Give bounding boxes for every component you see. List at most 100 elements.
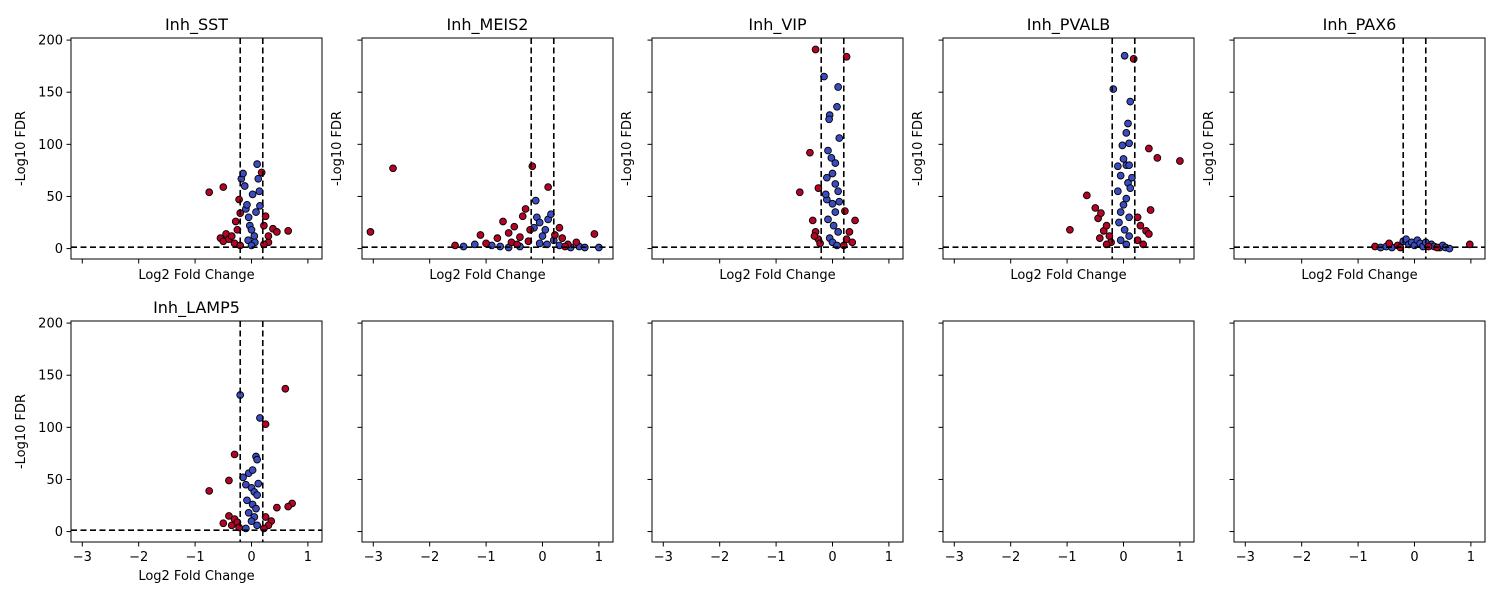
non-significant-point bbox=[243, 496, 251, 505]
non-significant-point bbox=[1119, 200, 1128, 209]
y-tick-label: 100 bbox=[38, 138, 63, 153]
non-significant-point bbox=[256, 201, 264, 210]
subplot-9: −3 −2 −1 0 1 bbox=[938, 320, 1195, 565]
subplot-title: Inh_LAMP5 bbox=[153, 298, 240, 318]
significant-point bbox=[1091, 204, 1100, 212]
points-layer bbox=[1371, 235, 1474, 253]
x-tick-label: −3 bbox=[73, 550, 92, 565]
significant-point bbox=[544, 183, 552, 191]
significant-point bbox=[493, 234, 502, 243]
non-significant-point bbox=[1126, 97, 1135, 106]
significant-point bbox=[841, 207, 849, 215]
significant-point bbox=[1097, 209, 1105, 217]
significant-point bbox=[1066, 225, 1074, 234]
non-significant-point bbox=[247, 225, 256, 234]
significant-point bbox=[284, 502, 293, 511]
non-significant-point bbox=[835, 134, 844, 142]
significant-point bbox=[1465, 240, 1474, 249]
x-tick-label: −3 bbox=[654, 550, 673, 565]
x-tick-label: −1 bbox=[1058, 550, 1077, 565]
significant-point bbox=[261, 420, 270, 429]
non-significant-point bbox=[253, 455, 261, 464]
significant-point bbox=[227, 232, 236, 240]
non-significant-point bbox=[254, 479, 263, 488]
non-significant-point bbox=[831, 159, 840, 167]
significant-point bbox=[510, 222, 519, 231]
y-tick-label: 150 bbox=[38, 369, 63, 384]
non-significant-point bbox=[831, 208, 840, 216]
significant-point bbox=[261, 212, 270, 221]
significant-point bbox=[499, 217, 507, 226]
non-significant-point bbox=[1125, 139, 1133, 148]
x-tick-label: 1 bbox=[304, 550, 312, 565]
points-layer bbox=[366, 162, 603, 252]
x-tick-label: −1 bbox=[1349, 550, 1368, 565]
significant-point bbox=[555, 223, 564, 232]
axes-frame bbox=[942, 320, 1195, 543]
x-tick-label: 1 bbox=[1176, 550, 1184, 565]
significant-point bbox=[264, 232, 273, 240]
y-tick-label: 50 bbox=[46, 190, 63, 205]
significant-point bbox=[521, 205, 530, 213]
non-significant-point bbox=[535, 218, 544, 227]
x-tick-label: 0 bbox=[247, 550, 255, 565]
points-layer bbox=[205, 160, 293, 250]
non-significant-point bbox=[252, 208, 260, 216]
significant-point bbox=[572, 238, 581, 247]
non-significant-point bbox=[1115, 218, 1123, 227]
significant-point bbox=[526, 225, 534, 234]
non-significant-point bbox=[822, 173, 831, 182]
subplot-1: Inh_SST 0 50 100 150 200 Log2 Fold Change -Log1… bbox=[14, 15, 323, 283]
x-tick-label: −2 bbox=[1292, 550, 1311, 565]
significant-point bbox=[219, 519, 228, 528]
non-significant-point bbox=[538, 232, 547, 240]
significant-point bbox=[389, 164, 397, 173]
axes-frame bbox=[651, 37, 904, 260]
significant-point bbox=[476, 231, 485, 239]
subplot-title: Inh_PAX6 bbox=[1323, 15, 1397, 35]
y-tick-label: 200 bbox=[38, 34, 63, 49]
non-significant-point bbox=[1113, 162, 1122, 171]
significant-point bbox=[845, 228, 854, 236]
non-significant-point bbox=[828, 169, 837, 178]
non-significant-point bbox=[531, 196, 540, 205]
significant-point bbox=[504, 229, 513, 237]
x-tick-label: −3 bbox=[364, 550, 383, 565]
non-significant-point bbox=[825, 115, 833, 124]
significant-point bbox=[284, 227, 293, 235]
non-significant-point bbox=[1120, 225, 1129, 234]
significant-point bbox=[1145, 144, 1153, 153]
non-significant-point bbox=[535, 239, 544, 248]
non-significant-point bbox=[1116, 208, 1125, 216]
non-significant-point bbox=[254, 174, 263, 183]
x-tick-label: −2 bbox=[1001, 550, 1020, 565]
significant-point bbox=[219, 183, 228, 191]
non-significant-point bbox=[1109, 85, 1118, 93]
significant-point bbox=[528, 162, 537, 171]
non-significant-point bbox=[828, 199, 837, 208]
non-significant-point bbox=[834, 228, 842, 236]
non-significant-point bbox=[253, 160, 261, 168]
subplot-2: Inh_MEIS2 Log2 Fold Change -Log10 FDR bbox=[330, 15, 614, 283]
subplot-7: −3 −2 −1 0 1 bbox=[357, 320, 614, 565]
non-significant-point bbox=[470, 240, 479, 249]
non-significant-point bbox=[248, 190, 257, 199]
non-significant-point bbox=[1116, 171, 1125, 180]
significant-point bbox=[260, 221, 268, 230]
x-tick-label: 0 bbox=[1410, 550, 1418, 565]
significant-point bbox=[551, 231, 559, 239]
non-significant-point bbox=[248, 466, 257, 474]
significant-point bbox=[1145, 230, 1153, 238]
non-significant-point bbox=[1119, 155, 1128, 163]
y-axis-label: -Log10 FDR bbox=[620, 111, 635, 186]
x-tick-label: −1 bbox=[477, 550, 496, 565]
points-layer bbox=[1066, 51, 1184, 249]
x-axis-label: Log2 Fold Change bbox=[1301, 268, 1417, 283]
non-significant-point bbox=[541, 225, 550, 234]
points-layer bbox=[205, 384, 296, 533]
non-significant-point bbox=[252, 504, 260, 513]
significant-point bbox=[811, 45, 820, 54]
non-significant-point bbox=[1125, 232, 1133, 240]
non-significant-point bbox=[244, 213, 253, 222]
significant-point bbox=[281, 384, 290, 393]
